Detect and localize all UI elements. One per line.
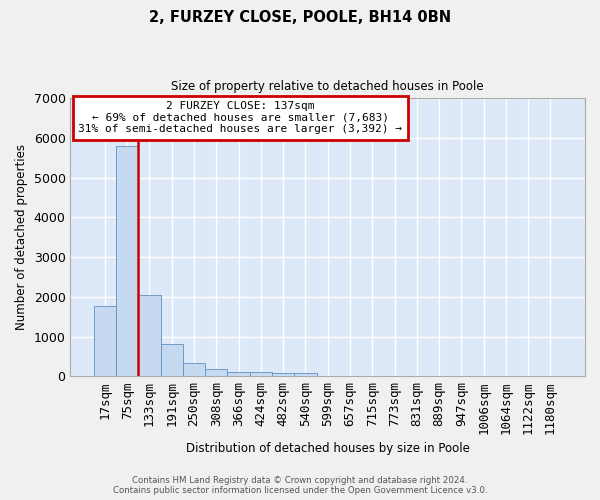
Bar [183, 363, 205, 376]
Y-axis label: Number of detached properties: Number of detached properties [15, 144, 28, 330]
Bar [116, 146, 139, 376]
Bar [94, 306, 116, 376]
Bar [161, 344, 183, 376]
X-axis label: Distribution of detached houses by size in Poole: Distribution of detached houses by size … [186, 442, 470, 455]
Bar [272, 372, 294, 376]
Text: 2, FURZEY CLOSE, POOLE, BH14 0BN: 2, FURZEY CLOSE, POOLE, BH14 0BN [149, 10, 451, 25]
Text: Contains HM Land Registry data © Crown copyright and database right 2024.
Contai: Contains HM Land Registry data © Crown c… [113, 476, 487, 495]
Bar [139, 294, 161, 376]
Title: Size of property relative to detached houses in Poole: Size of property relative to detached ho… [172, 80, 484, 93]
Text: 2 FURZEY CLOSE: 137sqm
← 69% of detached houses are smaller (7,683)
31% of semi-: 2 FURZEY CLOSE: 137sqm ← 69% of detached… [78, 101, 402, 134]
Bar [227, 372, 250, 376]
Bar [205, 369, 227, 376]
Bar [250, 372, 272, 376]
Bar [294, 374, 317, 376]
